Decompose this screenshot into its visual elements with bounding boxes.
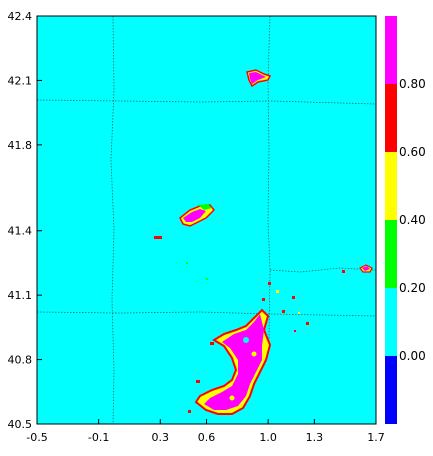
colorbar-label: 0.80 — [399, 77, 426, 91]
speck — [262, 298, 265, 301]
x-tick-label: 1.0 — [259, 431, 277, 444]
speck — [188, 410, 191, 413]
x-tick-label: -0.1 — [88, 431, 109, 444]
border-east — [269, 267, 377, 273]
speck — [268, 282, 271, 285]
blob-north — [246, 69, 272, 88]
y-axis: 40.5 40.8 41.1 41.4 41.8 42.1 42.4 — [8, 10, 42, 431]
border-mid — [267, 15, 271, 341]
speck — [186, 262, 188, 264]
blob-center-green — [198, 204, 212, 210]
colorbar-band — [385, 152, 397, 220]
colorbar-label: 0.60 — [399, 145, 426, 159]
colorbar-band — [385, 356, 397, 424]
x-tick-label: 0.6 — [198, 431, 216, 444]
blob-south — [186, 262, 309, 415]
border-south — [36, 311, 377, 317]
y-tick-label: 42.4 — [8, 10, 33, 23]
blob-center-core — [183, 209, 206, 222]
y-tick-label: 40.8 — [8, 354, 33, 367]
speck — [292, 296, 295, 299]
y-tick-label: 41.4 — [8, 225, 33, 238]
plot-area — [36, 15, 377, 425]
speck — [282, 310, 285, 313]
colorbar-label: 0.40 — [399, 213, 426, 227]
blob-south-hole-2 — [229, 395, 235, 401]
y-tick-label: 41.1 — [8, 289, 33, 302]
x-axis: -0.5 -0.1 0.3 0.6 1.0 1.3 1.7 — [26, 419, 385, 444]
speck — [294, 330, 296, 332]
heat-blobs — [154, 69, 373, 415]
colorbar-band — [385, 220, 397, 288]
colorbar: 0.00 0.20 0.40 0.60 0.80 — [385, 16, 426, 424]
speck — [306, 322, 309, 325]
y-tick-label: 42.1 — [8, 74, 33, 87]
blob-east — [342, 264, 373, 273]
speck — [196, 380, 200, 383]
y-tick-label: 40.5 — [8, 418, 33, 431]
x-tick-label: 1.3 — [306, 431, 324, 444]
blob-south-core — [204, 314, 264, 410]
colorbar-label: 0.00 — [399, 349, 426, 363]
blob-center — [154, 204, 216, 239]
colorbar-label: 0.20 — [399, 281, 426, 295]
blob-south-hole-3 — [251, 351, 257, 357]
x-tick-label: 1.7 — [367, 431, 385, 444]
y-tick-label: 41.8 — [8, 139, 33, 152]
border-north — [36, 99, 377, 105]
colorbar-band — [385, 16, 397, 84]
speck — [210, 342, 214, 345]
region-borders — [36, 15, 377, 425]
x-tick-label: 0.3 — [152, 431, 170, 444]
blob-east-core — [362, 266, 370, 271]
blob-center-speck — [154, 236, 162, 239]
blob-south-hole-1 — [243, 337, 249, 343]
colorbar-band — [385, 84, 397, 152]
border-west — [110, 15, 115, 425]
x-tick-label: -0.5 — [26, 431, 47, 444]
speck — [276, 290, 279, 293]
blob-north-core — [249, 72, 266, 84]
blob-east-speck — [342, 270, 345, 273]
speck — [206, 278, 208, 280]
speck — [298, 312, 300, 314]
colorbar-band — [385, 288, 397, 356]
